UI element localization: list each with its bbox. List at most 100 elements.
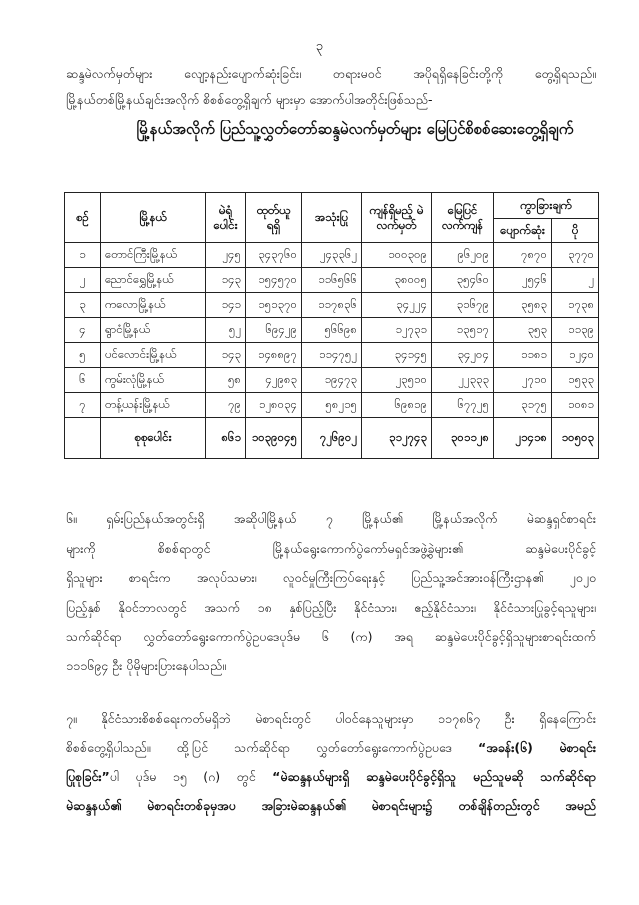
cell-used: ၁၁၆၅၆၆ (301, 267, 362, 293)
cell-township: ကွမ်းလုံမြို့နယ် (100, 367, 206, 393)
cell-missing: ၃၅၈၃ (493, 292, 552, 318)
cell-township: တန့်ယန်းမြို့နယ် (100, 392, 206, 418)
cell-used: ၁၉၄၇၃ (301, 367, 362, 393)
para7-line: မဲဆန္ဒနယ်၏ မဲစာရင်းတစ်ခုမှအပ အခြားမဲဆန္ဒ… (66, 798, 596, 813)
para7-line: ၇။ နိုင်ငံသားစိစစ်ရေးကတ်မရှိဘဲ မဲစာရင်းတ… (66, 711, 596, 726)
para7-text: စိစစ်တွေ့ရှိပါသည်။ ထို့ပြင် သက်ဆိုင်ရာ လ… (66, 740, 479, 755)
header-township: မြို့နယ် (100, 192, 206, 243)
cell-stations: ၁၄၃ (205, 267, 246, 293)
cell-used: ၅၈၂၁၅ (301, 392, 362, 418)
cell-ground: ၁၃၅၁၇ (431, 317, 494, 343)
cell-ground: ၆၇၇၂၅ (431, 392, 494, 418)
cell-used: ၁၁၄၇၅၂ (301, 342, 362, 368)
cell-missing: ၃၁၇၅ (493, 392, 552, 418)
cell-stations: ၂၄၅ (205, 242, 246, 268)
table-row: ၄ရွာငံမြို့နယ် ၅၂ ၆၉၄၂၉ ၅၆၆၉၈ ၁၂၇၃၁ ၁၃၅၁၇ ၃၅၃၁… (64, 317, 600, 343)
cell-excess: ၁၀၅၀၃ (550, 417, 600, 459)
cell-no (64, 417, 101, 459)
cell-used: ၅၆၆၉၈ (301, 317, 362, 343)
cell-no: ၄ (64, 317, 101, 343)
cell-township: ညောင်ရွှေမြို့နယ် (100, 267, 206, 293)
table-row: ၆ကွမ်းလုံမြို့နယ် ၅၈ ၄၂၉၈၃ ၁၉၄၇၃ ၂၃၅၁၀ ၂၂၃၃၃၂… (64, 367, 600, 393)
cell-stations: ၅၈ (205, 367, 246, 393)
cell-excess: ၂ (550, 267, 600, 293)
table-row: ၃ကလောမြို့နယ် ၁၄၁ ၁၅၁၃၇၀ ၁၁၇၈၃၆ ၃၄၂၂၄ ၃၁၆၇၉ ၃၅… (64, 292, 600, 318)
cell-township: ကလောမြို့နယ် (100, 292, 206, 318)
header-stations: မဲရုံ ပေါင်း (205, 192, 246, 243)
cell-no: ၃ (64, 292, 101, 318)
cell-received: ၁၀၃၉၀၄၅ (245, 417, 302, 459)
cell-remaining: ၆၉၈၁၉ (361, 392, 432, 418)
cell-no: ၅ (64, 342, 101, 368)
cell-ground: ၉၆၂၀၉ (431, 242, 494, 268)
table-row: ၁တောင်ကြီးမြို့နယ် ၂၄၅ ၃၄၃၇၆၀ ၂၄၃၃၆၂ ၁၀၀၃၀၉၉… (64, 242, 600, 268)
header-used: အသုံးပြု (301, 192, 362, 243)
para6-line: ပြည့်နှစ် နိုဝင်ဘာလတွင် အသက် ၁၈ နှစ်ပြည့… (66, 600, 596, 615)
intro-line-1: ဆန္ဒမဲလက်မှတ်များ လျော့နည်းပျောက်ဆုံးခြင… (66, 66, 596, 81)
para6-line: သက်ဆိုင်ရာ လွှတ်တော်ရွေးကောက်ပွဲဥပဒေပုဒ်… (66, 629, 596, 644)
cell-excess: ၁၂၄၀ (550, 342, 600, 368)
cell-excess: ၁၇၃၈ (550, 292, 600, 318)
cell-township: ရွာငံမြို့နယ် (100, 317, 206, 343)
cell-received: ၁၅၄၅၇၀ (245, 267, 302, 293)
cell-remaining: ၁၀၀၃၀၉ (361, 242, 432, 268)
cell-township: တောင်ကြီးမြို့နယ် (100, 242, 206, 268)
header-difference: ကွာခြားချက် (492, 192, 600, 219)
header-missing: ပျောက်ဆုံး (493, 218, 552, 243)
table-row: ၇တန့်ယန်းမြို့နယ် ၇၉ ၁၂၈၀၃၄ ၅၈၂၁၅ ၆၉၈၁၉ ၆၇၇၂၅… (64, 392, 600, 418)
cell-missing: ၂၇၁၀ (493, 367, 552, 393)
table-row: ၅ပင်လောင်းမြို့နယ် ၁၄၃ ၁၄၈၈၉၇ ၁၁၄၇၅၂ ၃၄၁၄၅ ၃၄… (64, 342, 600, 368)
township-ballot-table: စဉ် မြို့နယ် မဲရုံ ပေါင်း ထုတ်ယူ ရရှိ အသ… (64, 192, 600, 459)
cell-excess: ၁၀၈၁ (550, 392, 600, 418)
cell-received: ၁၅၁၃၇၀ (245, 292, 302, 318)
cell-missing: ၃၅၃ (493, 317, 552, 343)
para7-line: စိစစ်တွေ့ရှိပါသည်။ ထို့ပြင် သက်ဆိုင်ရာ လ… (66, 738, 596, 758)
para7-bold-text: “မဲဆန္ဒနယ်များရှိ ဆန္ဒမဲပေးပိုင်ခွင့်ရှိ… (272, 769, 596, 784)
cell-remaining: ၃၄၁၄၅ (361, 342, 432, 368)
cell-remaining: ၃၄၂၂၄ (361, 292, 432, 318)
cell-missing: ၁၁၈၁ (493, 342, 552, 368)
cell-excess: ၁၁၃၉ (550, 317, 600, 343)
cell-stations: ၅၂ (205, 317, 246, 343)
cell-received: ၃၄၃၇၆၀ (245, 242, 302, 268)
cell-township: စုစုပေါင်း (100, 417, 206, 459)
table-row: ၂ ညောင်ရွှေမြို့နယ် ၁၄၃ ၁၅၄၅၇၀ ၁၁၆၅၆၆ ၃၈၀၀၅ ၃၅… (64, 267, 600, 293)
cell-missing: ၂၁၄၁၈ (493, 417, 552, 459)
cell-received: ၆၉၄၂၉ (245, 317, 302, 343)
para7-text: ပါ ပုဒ်မ ၁၅ (ဂ) တွင် (109, 769, 273, 784)
para6-line: ၆။ ရှမ်းပြည်နယ်အတွင်းရှိ အဆိုပါမြို့နယ် … (66, 511, 596, 526)
header-no: စဉ် (64, 192, 101, 243)
cell-remaining: ၁၂၇၃၁ (361, 317, 432, 343)
cell-remaining: ၃၁၂၇၄၃ (361, 417, 432, 459)
cell-ground: ၃၀၁၁၂၈ (431, 417, 494, 459)
header-ground: မြေပြင် လက်ကျန် (431, 192, 494, 243)
cell-stations: ၁၄၃ (205, 342, 246, 368)
header-received: ထုတ်ယူ ရရှိ (245, 192, 302, 243)
cell-no: ၆ (64, 367, 101, 393)
para7-bold-text: “အခန်း(၆) မဲစာရင်း (478, 740, 596, 755)
cell-received: ၄၂၉၈၃ (245, 367, 302, 393)
para6-line: များကို စိစစ်ရာတွင် မြို့နယ်ရွေးကောက်ပွဲ… (66, 541, 596, 556)
cell-missing: ၂၅၄၆ (493, 267, 552, 293)
cell-ground: ၃၁၆၇၉ (431, 292, 494, 318)
para7-bold-text: ပြုစုခြင်း” (66, 769, 110, 784)
cell-missing: ၇၈၇၀ (493, 242, 552, 268)
cell-no: ၇ (64, 392, 101, 418)
cell-township: ပင်လောင်းမြို့နယ် (100, 342, 206, 368)
header-excess: ပို (550, 218, 600, 243)
cell-ground: ၂၂၃၃၃ (431, 367, 494, 393)
para6-line: ၁၁၁၆၉၄ ဦး ပိုမိုများပြားနေပါသည်။ (66, 658, 226, 673)
cell-excess: ၁၅၃၃ (550, 367, 600, 393)
cell-stations: ၁၄၁ (205, 292, 246, 318)
intro-line-2: မြို့နယ်တစ်မြို့နယ်ချင်းအလိုက် စိစစ်တွေ့… (66, 92, 433, 107)
cell-used: ၇၂၆၉၀၂ (301, 417, 362, 459)
cell-used: ၁၁၇၈၃၆ (301, 292, 362, 318)
cell-remaining: ၂၃၅၁၀ (361, 367, 432, 393)
cell-stations: ၈၆၁ (205, 417, 246, 459)
cell-ground: ၃၅၄၆၀ (431, 267, 494, 293)
cell-remaining: ၃၈၀၀၅ (361, 267, 432, 293)
page-number: ၃ (315, 39, 324, 54)
para6-line: ရှိသူများ စာရင်းက အလုပ်သမား၊ လူဝင်မှုကြီ… (66, 570, 596, 585)
cell-used: ၂၄၃၃၆၂ (301, 242, 362, 268)
total-row: စုစုပေါင်း ၈၆၁ ၁၀၃၉၀၄၅ ၇၂၆၉၀၂ ၃၁၂၇၄၃ ၃၀၁၁၂၈ ၂၁… (64, 417, 600, 459)
